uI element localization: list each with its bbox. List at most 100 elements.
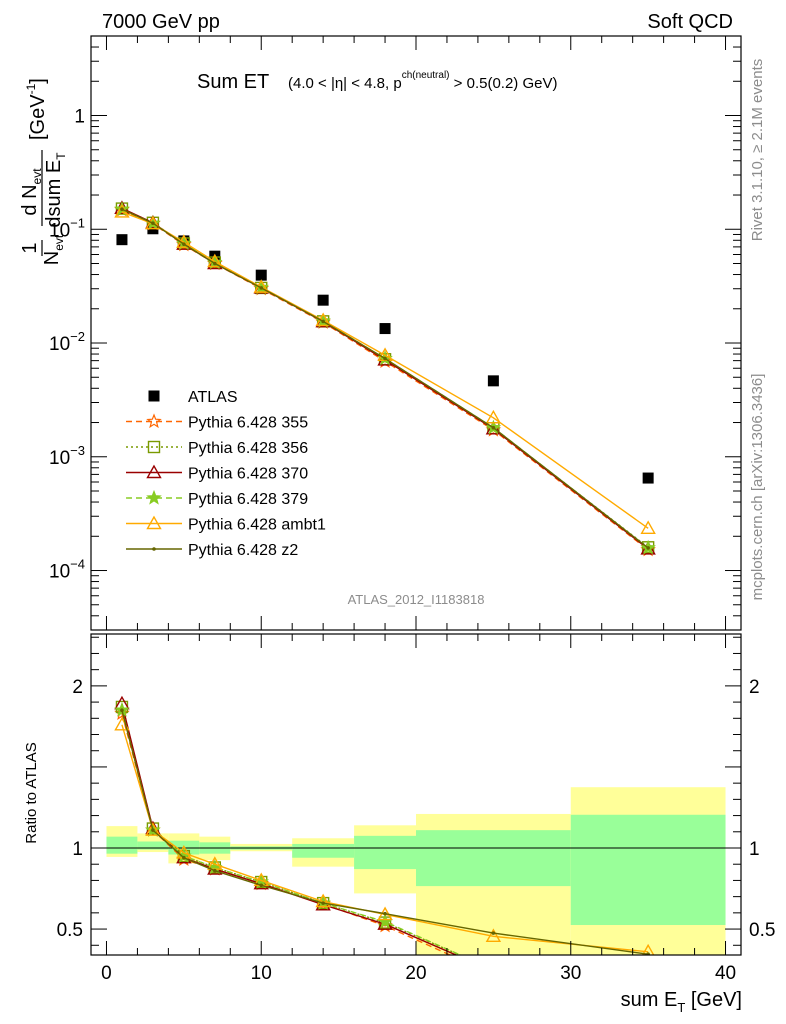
legend: ATLAS Pythia 6.428 355 Pythia 6.428 356 Pyt… bbox=[126, 389, 326, 559]
xlabel-unit: [GeV] bbox=[685, 989, 742, 1011]
y-tick-label-exp: −4 bbox=[70, 557, 85, 572]
legend-label: Pythia 6.428 370 bbox=[188, 466, 308, 483]
legend-entry-5: Pythia 6.428 ambt1 bbox=[126, 515, 326, 534]
ratio-plot-xlabel: sum ET [GeV] bbox=[621, 989, 742, 1015]
ratio-plot-ylabel: Ratio to ATLAS bbox=[23, 742, 40, 843]
main-plot-title: Sum ET bbox=[197, 71, 269, 93]
ratio-plot-panel: 0 10 20 30 40 0.5 0.5 1 1 2 2 Ratio to ATLAS sum E… bbox=[23, 633, 775, 1015]
legend-label: Pythia 6.428 z2 bbox=[188, 542, 298, 559]
ylabel-unit-sup: -1 bbox=[24, 83, 38, 94]
ratio-point bbox=[259, 883, 264, 888]
uncertainty-band-green bbox=[570, 814, 726, 926]
y-tick-label-base: 10 bbox=[49, 448, 70, 469]
ratio-point bbox=[114, 705, 130, 721]
ylabel-denominator: dsum ET bbox=[43, 152, 68, 228]
ylabel-unit: [GeV-1] bbox=[24, 78, 49, 140]
ratio-point bbox=[213, 868, 217, 873]
legend-label: Pythia 6.428 379 bbox=[188, 491, 308, 508]
legend-entry-4: Pythia 6.428 379 bbox=[126, 489, 308, 508]
legend-marker bbox=[146, 489, 162, 505]
legend-marker bbox=[148, 390, 160, 402]
x-tick-label: 30 bbox=[560, 963, 581, 984]
ratio-point bbox=[641, 943, 655, 955]
y-tick-label-right: 2 bbox=[749, 677, 760, 698]
data-point bbox=[485, 421, 502, 437]
ratio-line bbox=[121, 724, 649, 953]
header-right-label: Soft QCD bbox=[647, 11, 733, 33]
ylabel-den-n: Nevt bbox=[41, 234, 66, 265]
legend-marker bbox=[146, 515, 162, 530]
title-cut-sup: ch(neutral) bbox=[402, 70, 450, 81]
uncertainty-band-green bbox=[416, 830, 571, 887]
legend-label: Pythia 6.428 ambt1 bbox=[188, 517, 326, 534]
data-point bbox=[182, 242, 186, 246]
data-point bbox=[642, 472, 654, 484]
legend-marker bbox=[146, 464, 162, 479]
uncertainty-band-green bbox=[292, 843, 355, 858]
data-point bbox=[120, 207, 124, 212]
x-tick-label: 10 bbox=[251, 963, 272, 984]
data-point bbox=[379, 323, 391, 335]
y-tick-label-base: 10 bbox=[49, 220, 70, 241]
data-point bbox=[487, 375, 499, 387]
data-point bbox=[145, 215, 161, 230]
legend-label: ATLAS bbox=[188, 389, 238, 406]
y-tick-label-base: 10 bbox=[49, 562, 70, 583]
y-tick-label-right: 0.5 bbox=[749, 920, 775, 941]
side-label-rivet: Rivet 3.1.10, ≥ 2.1M events bbox=[749, 59, 766, 242]
ratio-point bbox=[485, 928, 502, 943]
uncertainty-band-green bbox=[106, 836, 138, 854]
y-tick-label: 10−2 bbox=[49, 329, 85, 355]
uncertainty-band-green bbox=[354, 835, 416, 870]
ratio-point bbox=[646, 952, 650, 955]
ylabel-unit-end: ] bbox=[27, 78, 49, 84]
data-point bbox=[259, 286, 264, 290]
title-cut-text: (4.0 < |η| < 4.8, p bbox=[288, 75, 402, 92]
y-tick-label: 10−3 bbox=[49, 443, 85, 469]
ratio-point bbox=[120, 708, 124, 712]
legend-entry-0: ATLAS bbox=[148, 389, 238, 406]
main-plot-frame bbox=[90, 35, 742, 631]
y-tick-label-right: 1 bbox=[749, 839, 760, 860]
y-tick-label: 10−1 bbox=[49, 215, 85, 241]
xlabel-main: sum E bbox=[621, 989, 678, 1011]
x-tick-label: 0 bbox=[101, 963, 112, 984]
analysis-id-label: ATLAS_2012_I1183818 bbox=[348, 592, 485, 607]
ylabel-unit-main: [GeV bbox=[27, 94, 49, 140]
data-point bbox=[321, 319, 325, 324]
legend-entry-2: Pythia 6.428 356 bbox=[126, 440, 308, 457]
y-tick-label: 0.5 bbox=[57, 920, 83, 941]
ylabel-den-n-sub: evt bbox=[52, 234, 66, 251]
y-tick-label: 2 bbox=[72, 677, 83, 698]
series-5 bbox=[114, 204, 656, 535]
data-point bbox=[151, 221, 155, 226]
main-plot-panel: 110−110−210−310−4 Sum ET (4.0 < |η| < 4.… bbox=[19, 35, 742, 631]
data-point bbox=[213, 261, 217, 266]
data-point bbox=[640, 520, 656, 535]
uncertainty-band-green bbox=[137, 841, 169, 850]
ratio-point bbox=[315, 893, 331, 908]
legend-marker bbox=[147, 440, 161, 454]
y-tick-label-exp: −3 bbox=[70, 443, 85, 458]
x-tick-label: 40 bbox=[715, 963, 736, 984]
header-left-label: 7000 GeV pp bbox=[102, 11, 220, 33]
main-plot-title-cut: (4.0 < |η| < 4.8, pch(neutral) > 0.5(0.2… bbox=[288, 70, 557, 92]
legend-marker bbox=[152, 547, 156, 551]
data-point bbox=[255, 269, 267, 281]
y-tick-label-base: 10 bbox=[49, 334, 70, 355]
series-6 bbox=[120, 207, 650, 550]
ratio-point bbox=[145, 822, 161, 836]
data-point bbox=[646, 546, 650, 550]
side-label-mcplots: mcplots.cern.ch [arXiv:1306.3436] bbox=[749, 374, 766, 601]
ylabel-den-n-main: N bbox=[41, 251, 63, 265]
ylabel-den-main: dsum E bbox=[43, 160, 65, 228]
ratio-series-5 bbox=[120, 708, 650, 955]
ratio-point bbox=[151, 828, 155, 832]
legend-label: Pythia 6.428 356 bbox=[188, 440, 308, 457]
data-point bbox=[116, 234, 128, 246]
ratio-point bbox=[321, 901, 325, 905]
y-tick-label: 1 bbox=[74, 107, 85, 128]
main-plot-ylabel: 1 Nevt d Nevt dsum ET [GeV-1] bbox=[19, 78, 68, 265]
ratio-point bbox=[182, 855, 186, 860]
